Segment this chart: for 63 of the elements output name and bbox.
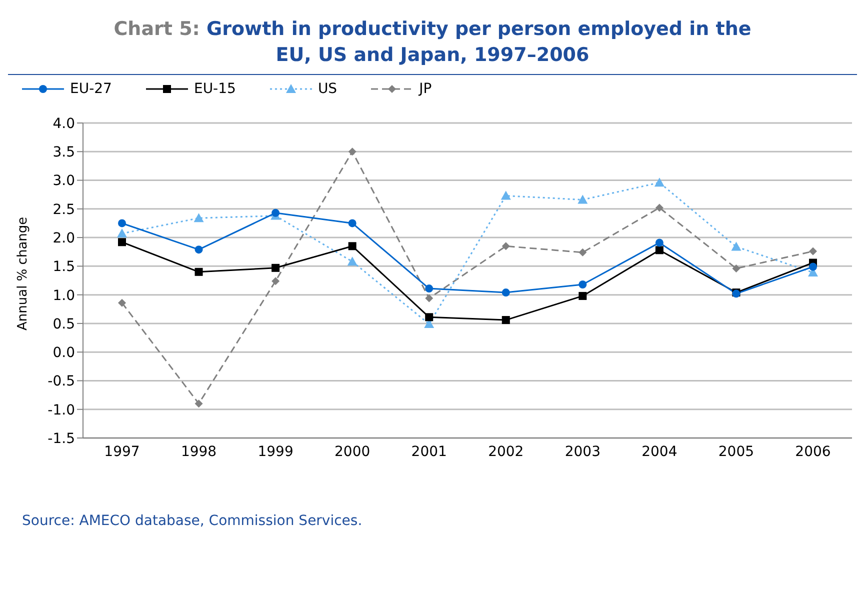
x-tick-label: 2003 — [564, 444, 600, 460]
point — [117, 228, 127, 238]
y-tick-label: 0.5 — [52, 316, 75, 332]
x-tick-label: 2005 — [718, 444, 754, 460]
y-tick-label: 1.0 — [52, 288, 75, 304]
y-tick-label: 3.5 — [52, 144, 75, 161]
point — [425, 294, 434, 302]
point — [809, 262, 817, 271]
point — [118, 298, 126, 307]
point — [194, 246, 203, 254]
x-tick-label: 1997 — [104, 444, 140, 460]
point — [348, 148, 356, 156]
source-note: Source: AMECO database, Commission Services. — [22, 513, 364, 529]
y-tick-label: -1.0 — [48, 402, 75, 418]
point — [348, 219, 356, 228]
point — [272, 277, 280, 286]
y-tick-label: -0.5 — [48, 374, 75, 390]
x-tick-label: 2000 — [334, 444, 370, 460]
y-tick-label: -1.5 — [48, 430, 75, 447]
y-axis-title: Annual % change — [16, 216, 31, 330]
y-tick-label: 4.0 — [52, 116, 75, 132]
point — [578, 280, 587, 289]
point — [502, 242, 510, 250]
point — [809, 247, 817, 256]
x-tick-label: 1999 — [258, 444, 294, 460]
point — [732, 264, 740, 272]
point — [425, 284, 434, 293]
x-tick-label: 2006 — [795, 444, 831, 460]
legend-label: EU-15 — [194, 81, 236, 97]
y-tick-label: 3.0 — [52, 173, 75, 190]
point — [731, 242, 742, 251]
point — [194, 400, 203, 408]
point — [500, 190, 511, 200]
point — [578, 292, 587, 300]
point — [655, 238, 664, 247]
point — [502, 288, 510, 297]
point — [347, 256, 358, 266]
y-tick-label: 1.5 — [52, 259, 75, 276]
point — [655, 246, 664, 254]
point — [348, 242, 356, 250]
y-tick-label: 2.5 — [52, 202, 75, 218]
point — [194, 268, 203, 276]
legend-label: JP — [419, 81, 432, 97]
x-tick-label: 2001 — [411, 444, 447, 460]
point — [425, 313, 434, 322]
point — [578, 248, 587, 256]
y-tick-label: 0.0 — [52, 345, 75, 362]
point — [118, 219, 126, 228]
x-tick-label: 1998 — [180, 444, 217, 460]
point — [194, 213, 204, 222]
point — [654, 178, 664, 187]
y-tick-label: 2.0 — [52, 230, 75, 247]
legend-label: US — [318, 81, 338, 97]
point — [578, 194, 588, 204]
legend-label: EU-27 — [70, 81, 112, 97]
x-tick-label: 2002 — [488, 444, 524, 460]
chart-title: Chart 5: Growth in productivity per person employed in the EU, US and Japan, 1997–2006 — [8, 8, 857, 75]
x-tick-label: 2004 — [642, 444, 678, 460]
point — [272, 208, 280, 217]
point — [502, 316, 510, 324]
point — [272, 264, 280, 272]
point — [655, 204, 664, 212]
point — [118, 238, 126, 246]
